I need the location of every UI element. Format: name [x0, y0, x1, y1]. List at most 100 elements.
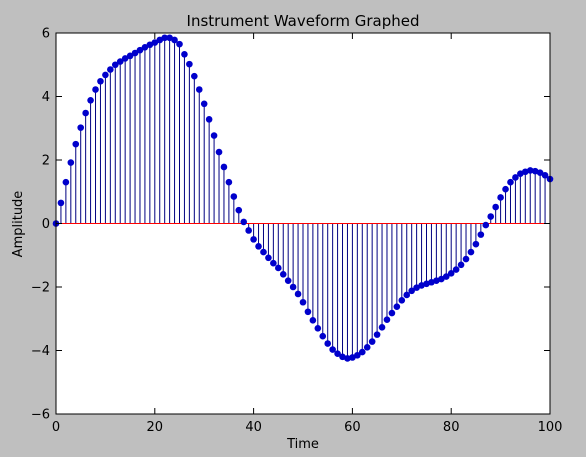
data-point: [373, 331, 381, 338]
data-point: [452, 266, 460, 273]
data-point: [378, 324, 386, 331]
data-point: [67, 159, 75, 166]
data-point: [82, 109, 89, 117]
data-point: [200, 100, 208, 108]
y-tick-label: 4: [42, 90, 50, 105]
x-tick-label: 100: [538, 420, 563, 435]
data-point: [507, 178, 514, 186]
data-point: [141, 43, 149, 51]
data-point: [467, 248, 475, 256]
stem-lines: [60, 37, 551, 359]
data-point: [235, 206, 243, 214]
data-point: [121, 55, 129, 62]
data-point: [522, 168, 529, 176]
data-point: [408, 287, 415, 295]
x-axis-label: Time: [286, 437, 319, 452]
data-point: [284, 277, 292, 284]
data-point: [526, 167, 534, 174]
data-point: [349, 354, 356, 361]
data-point: [309, 317, 317, 324]
data-point: [487, 213, 495, 220]
data-point: [438, 275, 445, 283]
data-point: [92, 86, 99, 93]
data-point: [393, 303, 401, 310]
data-point: [126, 52, 134, 60]
data-point: [146, 41, 154, 49]
data-point: [368, 338, 376, 345]
data-point: [477, 231, 485, 238]
data-point: [398, 297, 406, 304]
data-point: [462, 255, 470, 263]
data-point: [512, 174, 519, 181]
data-point: [245, 227, 252, 234]
data-point: [314, 324, 322, 332]
x-tick-label: 40: [245, 420, 262, 435]
data-point: [181, 50, 188, 58]
x-tick-label: 0: [52, 420, 60, 435]
data-point: [319, 332, 327, 340]
data-point: [136, 46, 144, 54]
data-point: [383, 316, 391, 324]
data-point: [447, 270, 455, 277]
data-point: [299, 298, 307, 306]
data-point: [62, 178, 70, 186]
data-point: [156, 36, 164, 44]
data-point: [536, 169, 544, 176]
data-point: [72, 140, 80, 148]
x-tick-label: 60: [344, 420, 361, 435]
data-point: [107, 66, 114, 73]
data-point: [442, 273, 450, 280]
data-point: [205, 116, 213, 123]
data-point: [497, 194, 504, 201]
data-point: [250, 236, 257, 243]
data-point: [354, 351, 361, 359]
data-point: [230, 193, 238, 200]
data-point: [77, 124, 84, 131]
data-point: [329, 346, 336, 353]
stem-markers: [52, 34, 554, 362]
data-point: [265, 254, 272, 262]
data-point: [255, 243, 262, 250]
x-axis: 0 20 40 60 80 100: [52, 33, 563, 435]
data-point: [388, 309, 396, 317]
data-point: [210, 132, 218, 139]
data-point: [191, 72, 198, 80]
data-point: [363, 344, 371, 351]
data-point: [492, 203, 499, 211]
data-point: [171, 36, 178, 44]
data-point: [215, 148, 223, 156]
data-point: [324, 340, 332, 347]
data-point: [102, 71, 109, 79]
y-axis: 6 4 2 0 −2 −4 −6: [31, 27, 550, 423]
data-point: [289, 283, 297, 291]
data-point: [166, 34, 173, 42]
data-point: [87, 97, 94, 104]
y-tick-label: 2: [42, 154, 50, 169]
data-point: [97, 77, 104, 85]
data-point: [270, 259, 277, 267]
y-tick-label: 6: [42, 27, 50, 42]
data-point: [304, 308, 312, 316]
data-point: [482, 221, 490, 229]
y-tick-label: −4: [31, 344, 50, 359]
y-tick-label: −2: [31, 281, 50, 296]
data-point: [358, 348, 366, 356]
data-point: [240, 218, 248, 226]
y-axis-label: Amplitude: [11, 191, 26, 258]
data-point: [186, 60, 193, 68]
y-tick-label: −6: [31, 408, 50, 423]
data-point: [57, 199, 65, 207]
data-point: [131, 49, 139, 57]
data-point: [111, 61, 119, 69]
data-point: [195, 86, 203, 93]
data-point: [279, 271, 287, 278]
data-point: [275, 264, 282, 272]
data-point: [176, 40, 183, 48]
data-point: [502, 185, 509, 193]
data-point: [116, 58, 124, 65]
data-point: [403, 291, 411, 299]
x-tick-label: 20: [147, 420, 164, 435]
data-point: [541, 171, 549, 179]
data-point: [151, 39, 159, 46]
